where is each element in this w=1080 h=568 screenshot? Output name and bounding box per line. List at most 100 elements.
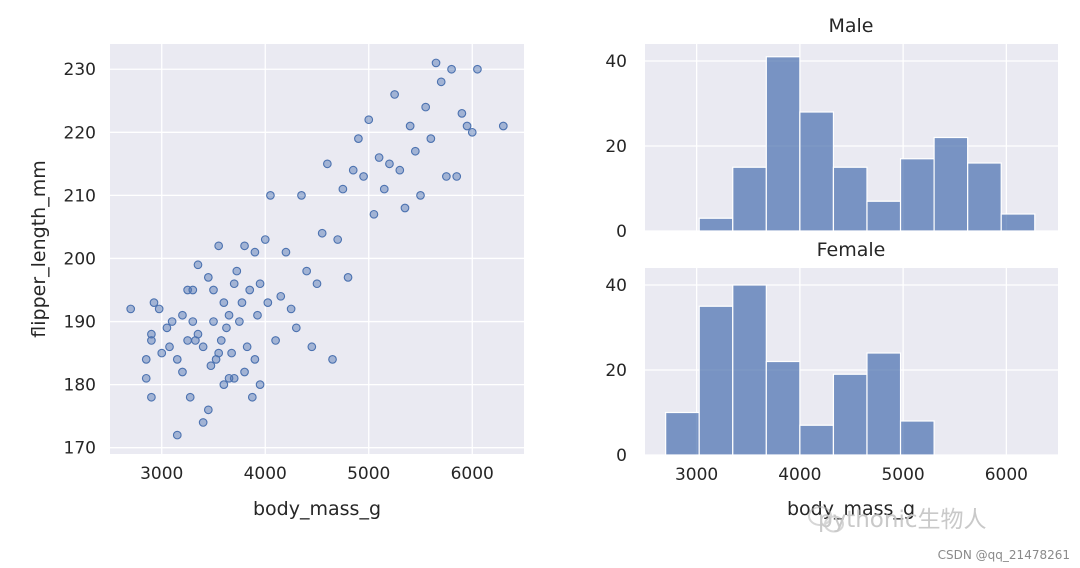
scatter-point	[149, 298, 159, 307]
y-tick-label: 200	[64, 249, 96, 269]
scatter-point	[431, 58, 441, 68]
female-yticks: 0 20 40	[605, 276, 627, 466]
histogram-bar	[665, 411, 700, 456]
scatter-point	[452, 172, 462, 181]
csdn-credit: CSDN @qq_21478261	[937, 548, 1070, 562]
scatter-point	[250, 247, 260, 257]
histogram-bar	[832, 166, 868, 232]
scatter-point	[141, 355, 151, 364]
y-tick-label: 170	[64, 439, 96, 459]
scatter-point	[203, 405, 213, 415]
scatter-point	[242, 342, 252, 352]
x-tick-label: 4000	[244, 464, 287, 484]
scatter-yticks: 170 180 190 200 210 220 230	[64, 60, 96, 458]
y-tick-label: 20	[605, 361, 627, 381]
histogram-bar	[698, 305, 734, 456]
scatter-point	[247, 392, 257, 402]
male-histogram-panel: 0 20 40 Male	[605, 15, 1058, 242]
scatter-point	[209, 285, 218, 295]
scatter-grid	[110, 44, 524, 454]
x-tick-label: 5000	[881, 465, 924, 485]
x-tick-label: 5000	[347, 464, 390, 484]
scatter-point	[374, 153, 384, 162]
scatter-point	[457, 109, 467, 118]
scatter-point	[227, 348, 236, 358]
x-tick-label: 6000	[451, 464, 494, 484]
scatter-point	[240, 367, 249, 377]
scatter-point	[291, 323, 301, 333]
scatter-point	[185, 392, 195, 402]
scatter-point	[162, 323, 172, 333]
x-tick-label: 6000	[985, 465, 1028, 485]
scatter-point	[297, 191, 306, 200]
scatter-point	[354, 134, 363, 143]
scatter-xticks: 3000 4000 5000 6000	[140, 464, 494, 484]
scatter-point	[209, 317, 218, 326]
scatter-point	[385, 159, 394, 169]
y-tick-label: 230	[64, 60, 96, 80]
scatter-point	[328, 355, 337, 364]
y-tick-label: 180	[64, 376, 96, 396]
scatter-point	[410, 146, 420, 156]
female-histogram-panel: 0 20 40 3000 4000 5000 6000 Female body_mass_…	[605, 239, 1058, 520]
scatter-point	[232, 266, 242, 276]
scatter-point	[216, 336, 226, 345]
scatter-point	[250, 355, 260, 364]
scatter-point	[178, 367, 187, 377]
scatter-point	[369, 209, 379, 219]
scatter-point	[253, 310, 262, 320]
male-yticks: 0 20 40	[605, 52, 627, 242]
scatter-point	[141, 373, 151, 383]
scatter-point	[188, 317, 198, 326]
scatter-point	[198, 342, 208, 352]
scatter-point	[206, 361, 216, 371]
female-bars	[665, 284, 935, 456]
scatter-point	[172, 355, 182, 364]
scatter-point	[255, 279, 265, 289]
scatter-point	[214, 241, 224, 251]
scatter-point	[229, 279, 239, 289]
histogram-bar	[899, 420, 935, 456]
scatter-point	[224, 310, 234, 320]
scatter-point	[147, 392, 156, 402]
scatter-point	[405, 121, 415, 131]
scatter-point	[416, 191, 425, 200]
histogram-bar	[866, 352, 902, 456]
scatter-point	[198, 418, 208, 427]
scatter-point	[276, 291, 286, 301]
y-tick-label: 40	[605, 276, 627, 296]
scatter-point	[467, 127, 477, 137]
scatter-point	[147, 329, 156, 339]
scatter-point	[255, 380, 265, 389]
histogram-bar	[698, 217, 734, 232]
scatter-plot-area	[110, 44, 524, 454]
male-bars	[698, 56, 1036, 232]
scatter-point	[193, 329, 203, 339]
scatter-point	[263, 298, 273, 307]
y-tick-label: 0	[616, 222, 627, 242]
scatter-point	[147, 336, 156, 345]
histogram-bar	[967, 162, 1002, 232]
scatter-point	[462, 121, 472, 131]
scatter-point	[338, 184, 348, 194]
y-tick-label: 0	[616, 446, 627, 466]
watermark-text: pythonic生物人	[818, 507, 987, 533]
scatter-point	[245, 285, 255, 295]
histogram-bar	[866, 200, 902, 232]
scatter-point	[154, 304, 164, 314]
y-tick-label: 210	[64, 186, 96, 206]
scatter-point	[286, 304, 296, 314]
scatter-point	[240, 241, 249, 251]
scatter-point	[214, 348, 224, 358]
female-x-axis-label: body_mass_g	[787, 498, 915, 520]
scatter-point	[498, 121, 508, 131]
histogram-bar	[799, 424, 835, 456]
x-tick-label: 3000	[140, 464, 183, 484]
scatter-point	[193, 260, 203, 270]
scatter-point	[426, 134, 436, 143]
scatter-point	[165, 342, 174, 352]
scatter-point	[302, 266, 312, 276]
scatter-points	[126, 58, 508, 440]
scatter-point	[348, 165, 358, 175]
